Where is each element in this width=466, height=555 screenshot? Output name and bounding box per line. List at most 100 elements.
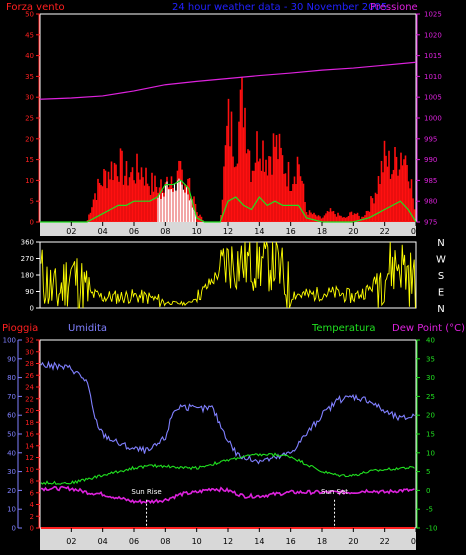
humidity-x-tick-label: 02 <box>66 537 76 546</box>
panel-hum-frame <box>39 339 417 529</box>
pressure-tick-label: 980 <box>424 198 437 206</box>
humidity-x-tick-label: 22 <box>380 537 390 546</box>
rain-axis-title: Pioggia <box>2 323 38 334</box>
rain-tick-label: 30 <box>25 348 34 356</box>
panel-hum-xaxis <box>40 528 416 550</box>
compass-label: W <box>436 255 446 266</box>
pressure-tick-label: 1015 <box>424 52 442 60</box>
humidity-x-tick-label: 14 <box>254 537 264 546</box>
rain-tick-label: 8 <box>30 478 34 486</box>
wind-tick-label: 30 <box>25 94 34 102</box>
wind-direction-line <box>40 241 416 309</box>
temperature-tick-label: 5 <box>426 468 430 476</box>
humidity-x-tick-label: 00 <box>411 537 421 546</box>
temperature-tick-label: 0 <box>426 487 430 495</box>
wind-tick-label: 40 <box>25 52 34 60</box>
temperature-tick-label: -5 <box>426 506 433 514</box>
wind-tick-label: 45 <box>25 31 34 39</box>
compass-label: N <box>437 304 444 315</box>
wind-tick-label: 35 <box>25 73 34 81</box>
wind-x-tick-label: 08 <box>160 227 170 236</box>
humidity-x-tick-label: 04 <box>98 537 108 546</box>
dewpoint-axis-title: Dew Point (°C) <box>392 323 465 334</box>
pressure-tick-label: 990 <box>424 156 437 164</box>
temperature-tick-label: 20 <box>426 412 435 420</box>
humidity-tick-label: 40 <box>7 449 16 457</box>
direction-tick-label: 180 <box>21 272 34 280</box>
pressure-tick-label: 985 <box>424 177 437 185</box>
rain-tick-label: 6 <box>30 489 35 497</box>
pressure-tick-label: 1005 <box>424 94 442 102</box>
humidity-tick-label: 20 <box>7 487 16 495</box>
pressure-tick-label: 1020 <box>424 31 442 39</box>
temperature-tick-label: 15 <box>426 431 435 439</box>
humidity-tick-label: 60 <box>7 412 16 420</box>
rain-tick-label: 14 <box>25 442 34 450</box>
compass-label: N <box>437 238 444 249</box>
humidity-tick-label: 30 <box>7 468 16 476</box>
humidity-x-tick-label: 08 <box>160 537 170 546</box>
wind-average-line <box>40 179 417 223</box>
wind-x-tick-label: 00 <box>411 227 421 236</box>
rain-tick-label: 22 <box>25 395 34 403</box>
humidity-x-tick-label: 12 <box>223 537 233 546</box>
wind-x-tick-label: 16 <box>286 227 296 236</box>
humidity-x-tick-label: 20 <box>348 537 358 546</box>
direction-tick-label: 360 <box>21 239 34 247</box>
direction-tick-label: 0 <box>30 305 34 313</box>
wind-tick-label: 0 <box>30 219 34 227</box>
wind-tick-label: 10 <box>25 177 34 185</box>
wind-tick-label: 20 <box>25 135 34 143</box>
humidity-x-tick-label: 06 <box>129 537 139 546</box>
humidity-tick-label: 50 <box>7 431 16 439</box>
wind-tick-label: 5 <box>30 198 34 206</box>
rain-tick-label: 26 <box>25 372 34 380</box>
pressure-tick-label: 1010 <box>424 73 442 81</box>
rain-tick-label: 2 <box>30 513 34 521</box>
wind-tick-label: 50 <box>25 11 34 19</box>
sun-marker-label: Sun Set <box>321 488 348 496</box>
temperature-tick-label: 25 <box>426 393 435 401</box>
pressure-tick-label: 995 <box>424 135 437 143</box>
wind-x-tick-label: 22 <box>380 227 390 236</box>
pressure-tick-label: 975 <box>424 219 437 227</box>
rain-tick-label: 10 <box>25 466 34 474</box>
rain-tick-label: 0 <box>30 525 34 533</box>
rain-tick-label: 20 <box>25 407 34 415</box>
humidity-tick-label: 10 <box>7 506 16 514</box>
rain-tick-label: 4 <box>30 501 35 509</box>
series-line-temperatura <box>40 452 415 486</box>
temperature-tick-label: -10 <box>426 525 437 533</box>
wind-tick-label: 15 <box>25 156 34 164</box>
temperature-tick-label: 10 <box>426 449 435 457</box>
wind-x-tick-label: 14 <box>254 227 264 236</box>
rain-tick-label: 18 <box>25 419 34 427</box>
series-line-dew-point <box>40 485 415 505</box>
rain-tick-label: 32 <box>25 337 34 345</box>
direction-tick-label: 90 <box>25 288 34 296</box>
pressure-tick-label: 1025 <box>424 11 442 19</box>
wind-axis-title: Forza vento <box>6 2 65 13</box>
chart-title: 24 hour weather data - 30 November 2005 <box>172 2 387 13</box>
sun-marker-label: Sun Rise <box>131 488 161 496</box>
pressure-axis-title: Pressione <box>370 2 418 13</box>
pressure-tick-label: 1000 <box>424 115 442 123</box>
humidity-tick-label: 100 <box>3 337 16 345</box>
wind-x-tick-label: 10 <box>192 227 202 236</box>
rain-tick-label: 28 <box>25 360 34 368</box>
rain-tick-label: 12 <box>25 454 34 462</box>
wind-x-tick-label: 04 <box>98 227 108 236</box>
temperature-axis-title: Temperatura <box>311 323 376 334</box>
humidity-axis-title: Umidita <box>68 323 107 334</box>
wind-x-tick-label: 02 <box>66 227 76 236</box>
compass-label: E <box>438 288 444 299</box>
temperature-tick-label: 30 <box>426 374 435 382</box>
pressure-line <box>39 61 417 100</box>
wind-x-tick-label: 20 <box>348 227 358 236</box>
humidity-tick-label: 80 <box>7 374 16 382</box>
temperature-tick-label: 35 <box>426 355 435 363</box>
direction-tick-label: 270 <box>21 255 34 263</box>
wind-x-tick-label: 18 <box>317 227 327 236</box>
humidity-x-tick-label: 10 <box>192 537 202 546</box>
wind-x-tick-label: 12 <box>223 227 233 236</box>
